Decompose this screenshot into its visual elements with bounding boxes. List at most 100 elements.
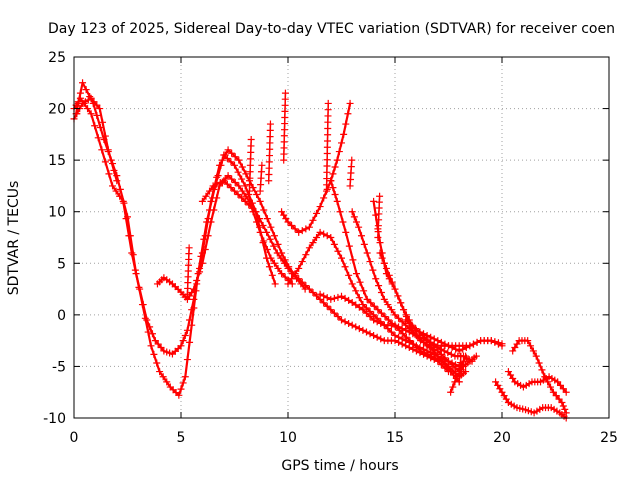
data-point [231,187,238,195]
data-point [305,285,313,293]
data-point [220,177,228,185]
data-point [305,244,313,252]
data-point [473,338,481,346]
data-point [348,298,356,306]
data-point [327,295,335,303]
data-point [336,208,344,216]
data-point [238,175,246,183]
y-axis-title: SDTVAR / TECUs [6,181,22,296]
data-point [281,120,289,128]
data-point [420,349,428,357]
x-tick-label: 25 [600,430,618,446]
data-point [320,194,328,202]
data-point [410,340,418,348]
data-point [527,342,535,350]
data-point [144,328,152,336]
data-point [201,246,209,254]
data-point [544,378,552,386]
data-point [359,306,367,314]
data-point [163,378,171,386]
data-point [302,282,310,290]
data-point [382,264,390,272]
data-point [362,328,370,336]
data-point [441,340,449,348]
data-point [110,166,118,174]
spike-series [265,120,274,185]
data-point [288,275,296,283]
data-point [416,328,424,336]
series-track-12 [402,316,506,350]
data-point [394,292,402,300]
data-point [280,126,288,134]
data-point [234,168,242,176]
data-point [342,228,350,236]
data-point [260,237,268,245]
data-point [186,316,194,324]
data-point [380,259,388,267]
data-point [186,338,194,346]
data-point [437,356,445,364]
data-point [280,138,288,146]
data-point [263,246,271,254]
data-point [259,221,267,229]
data-point [334,313,342,321]
data-point [207,218,215,226]
data-point [256,187,264,195]
data-point [330,309,338,317]
data-point [248,204,256,212]
spike-series [256,161,266,195]
data-point [218,156,226,164]
data-point [370,197,378,205]
data-point [270,242,278,250]
data-point [263,215,271,223]
data-point [341,263,349,271]
data-point [266,139,274,147]
data-point [338,316,345,324]
data-point [363,295,371,303]
data-point [213,180,221,188]
data-point [346,175,354,183]
data-point [305,223,313,231]
data-point [541,373,549,381]
data-point [76,89,84,97]
data-point [104,146,112,154]
data-point [268,271,276,279]
data-point [352,323,360,331]
series-track-5 [278,99,354,236]
data-point [247,148,255,156]
data-point [456,365,464,373]
data-point [387,328,395,336]
data-point [266,152,274,160]
data-point [329,184,337,192]
data-point [266,235,274,243]
chart-title: Day 123 of 2025, Sidereal Day-to-day VTE… [48,21,615,37]
data-point [206,187,214,195]
data-point [345,271,353,279]
data-point [374,306,382,314]
data-point [355,223,363,231]
data-point [190,285,198,293]
data-point [342,120,350,128]
data-point [334,293,342,301]
data-point [377,335,385,343]
data-point [238,194,246,202]
data-point [341,318,349,326]
spike-series [183,244,193,298]
data-point [288,268,296,276]
data-point [281,89,289,97]
data-point [363,249,371,257]
data-point [366,258,374,266]
data-point [190,295,198,303]
data-point [94,134,102,142]
data-point [457,352,465,360]
data-point [288,221,296,229]
data-point [284,264,292,272]
data-point [433,344,441,352]
data-point [313,209,321,217]
data-point [524,337,532,345]
series-line [329,179,461,383]
data-point [375,198,383,206]
data-point [309,216,317,224]
data-point [256,197,264,205]
data-point [323,143,331,151]
